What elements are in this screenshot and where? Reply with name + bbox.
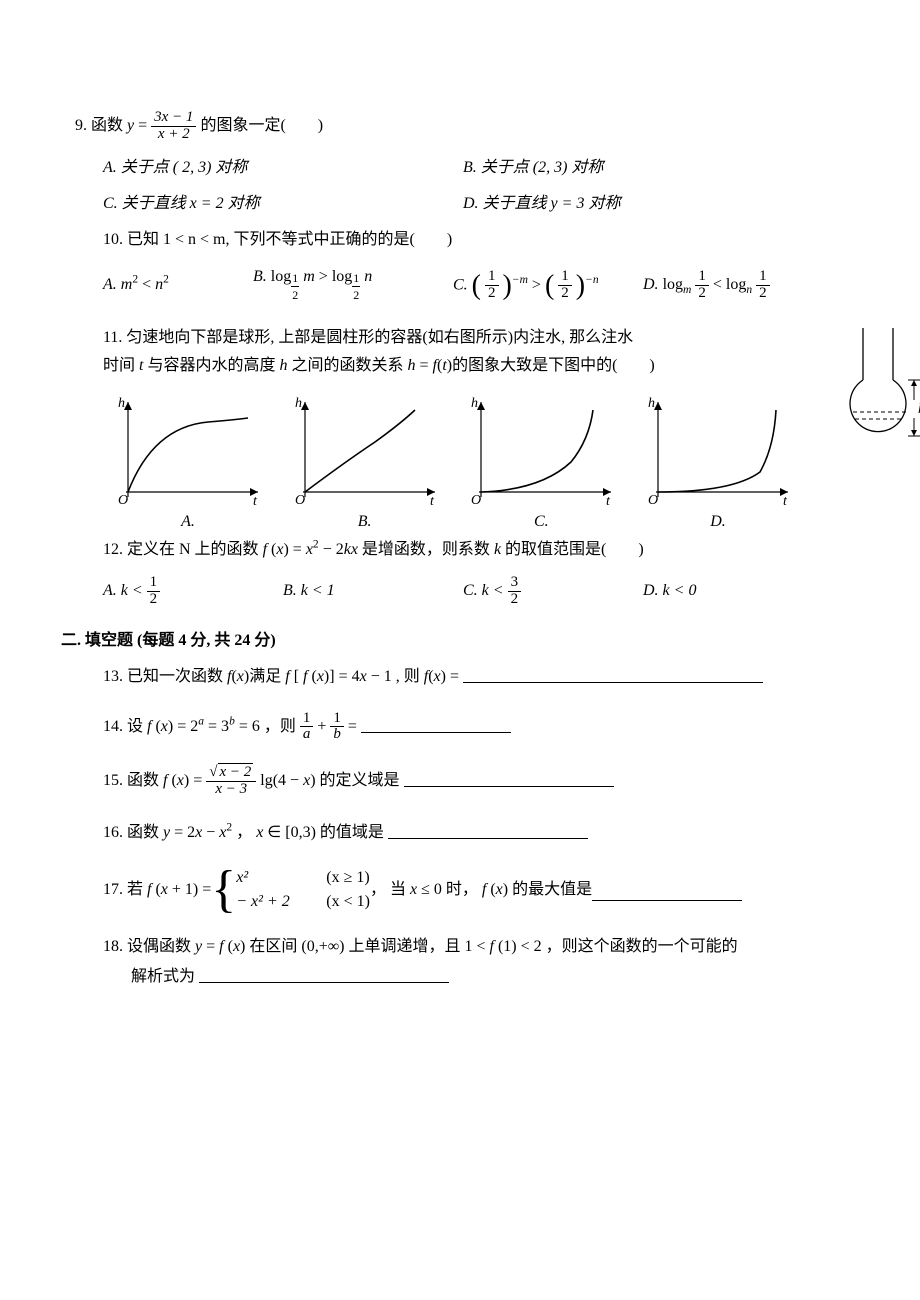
q18-line2: 解析式为 xyxy=(75,964,830,988)
q15-pre: 15. 函数 f (x) = xyxy=(103,772,206,789)
graph-B: h O t B. xyxy=(280,392,450,533)
q10-text: 10. 已知 1 < n < m, 下列不等式中正确的的是( ) xyxy=(103,231,452,248)
q14-text: 14. 设 f (x) = 2a = 3b = 6 ，则 xyxy=(103,718,300,735)
q14-blank xyxy=(361,716,511,733)
q13-text: 13. 已知一次函数 f(x)满足 f [ f (x)] = 4x − 1 , … xyxy=(103,668,463,685)
q16-text: 16. 函数 y = 2x − x2 ， x ∈ [0,3) 的值域是 xyxy=(103,824,384,841)
q17-post: ， 当 x ≤ 0 时， f (x) 的最大值是 xyxy=(370,879,592,901)
q12-D: D. k < 0 xyxy=(643,582,696,599)
graph-A-label: A. xyxy=(103,511,273,533)
q11-stem1: 11. 匀速地向下部是球形, 上部是圆柱形的容器(如右图所示)内注水, 那么注水 xyxy=(75,327,830,349)
q18-line1: 18. 设偶函数 y = f (x) 在区间 (0,+∞) 上单调递增，且 1 … xyxy=(75,936,830,958)
q17-blank xyxy=(592,884,742,901)
svg-text:O: O xyxy=(648,493,658,507)
q9-D: D. 关于直线 y = 3 对称 xyxy=(463,195,620,212)
q9-row1: A. 关于点 ( 2, 3) 对称 B. 关于点 (2, 3) 对称 xyxy=(75,157,830,179)
q12-choices: A. k < 12 B. k < 1 C. k < 32 D. k < 0 xyxy=(75,575,830,608)
svg-text:O: O xyxy=(471,493,481,507)
graph-A: h O t A. xyxy=(103,392,273,533)
q15-mid: lg(4 − x) 的定义域是 xyxy=(260,772,399,789)
svg-text:h: h xyxy=(471,396,478,411)
svg-text:O: O xyxy=(118,493,128,507)
q11-text2: 时间 t 与容器内水的高度 h 之间的函数关系 h = f(t)的图象大致是下图… xyxy=(103,357,655,374)
q10-stem: 10. 已知 1 < n < m, 下列不等式中正确的的是( ) xyxy=(75,229,830,251)
equals: = xyxy=(138,117,151,134)
q9-A: A. 关于点 ( 2, 3) 对称 xyxy=(103,159,247,176)
svg-text:h: h xyxy=(295,396,302,411)
q10-B-label: B. xyxy=(253,268,271,285)
q13-blank xyxy=(463,666,763,683)
graph-D: h O t D. xyxy=(633,392,803,533)
graph-C-label: C. xyxy=(456,511,626,533)
svg-text:t: t xyxy=(606,494,611,507)
q9-stem: 9. 函数 y = 3x − 1 x + 2 的图象一定( ) xyxy=(75,110,830,143)
q10-C-label: C. xyxy=(453,276,472,293)
q9-prefix: 9. 函数 xyxy=(75,117,127,134)
q9-row2: C. 关于直线 x = 2 对称 D. 关于直线 y = 3 对称 xyxy=(75,193,830,215)
q12-stem: 12. 定义在 N 上的函数 f (x) = x2 − 2kx 是增函数，则系数… xyxy=(75,539,830,561)
q10-A: A. m xyxy=(103,276,132,293)
graph-D-label: D. xyxy=(633,511,803,533)
svg-text:h: h xyxy=(118,396,125,411)
vessel-figure: h xyxy=(838,328,920,458)
graph-B-label: B. xyxy=(280,511,450,533)
q14: 14. 设 f (x) = 2a = 3b = 6 ，则 1a + 1b = xyxy=(75,711,830,744)
q9-mid: 的图象一定( ) xyxy=(200,117,323,134)
q11-graphs: h O t A. h O t B. xyxy=(75,392,803,533)
q9-den: x + 2 xyxy=(151,127,196,143)
q9-frac: 3x − 1 x + 2 xyxy=(151,110,196,143)
q13: 13. 已知一次函数 f(x)满足 f [ f (x)] = 4x − 1 , … xyxy=(75,664,830,688)
q12-A: A. k < xyxy=(103,582,147,599)
q15-blank xyxy=(404,770,614,787)
svg-text:t: t xyxy=(430,494,435,507)
q15: 15. 函数 f (x) = √x − 2 x − 3 lg(4 − x) 的定… xyxy=(75,765,830,798)
q17: 17. 若 f (x + 1) = { x²(x ≥ 1) − x² + 2(x… xyxy=(75,866,830,914)
q17-pre: 17. 若 f (x + 1) = xyxy=(103,879,211,901)
brace-icon: { xyxy=(211,867,236,914)
q16-blank xyxy=(388,822,588,839)
q12-C: C. k < xyxy=(463,582,508,599)
q9-y: y xyxy=(127,117,134,134)
svg-text:t: t xyxy=(253,494,258,507)
q10-D-label: D. xyxy=(643,276,663,293)
q18-text1: 18. 设偶函数 y = f (x) 在区间 (0,+∞) 上单调递增，且 1 … xyxy=(103,938,738,955)
svg-text:O: O xyxy=(295,493,305,507)
q12-text: 12. 定义在 N 上的函数 f (x) = x2 − 2kx 是增函数，则系数… xyxy=(103,541,644,558)
q10-choices: A. m2 < n2 B. log12 m > log12 n C. ( 12 … xyxy=(75,266,830,305)
q18-text2: 解析式为 xyxy=(131,968,195,985)
graph-C: h O t C. xyxy=(456,392,626,533)
q18-blank xyxy=(199,966,449,983)
exam-page: 9. 函数 y = 3x − 1 x + 2 的图象一定( ) A. 关于点 (… xyxy=(0,0,920,1300)
q12-B: B. k < 1 xyxy=(283,582,335,599)
svg-text:h: h xyxy=(648,396,655,411)
q9-B: B. 关于点 (2, 3) 对称 xyxy=(463,159,603,176)
q9-num: 3x − 1 xyxy=(151,110,196,127)
q9-C: C. 关于直线 x = 2 对称 xyxy=(103,195,260,212)
section2-title: 二. 填空题 (每题 4 分, 共 24 分) xyxy=(61,630,830,652)
q16: 16. 函数 y = 2x − x2 ， x ∈ [0,3) 的值域是 xyxy=(75,820,830,844)
svg-text:t: t xyxy=(783,494,788,507)
q11-stem2: 时间 t 与容器内水的高度 h 之间的函数关系 h = f(t)的图象大致是下图… xyxy=(75,355,830,377)
